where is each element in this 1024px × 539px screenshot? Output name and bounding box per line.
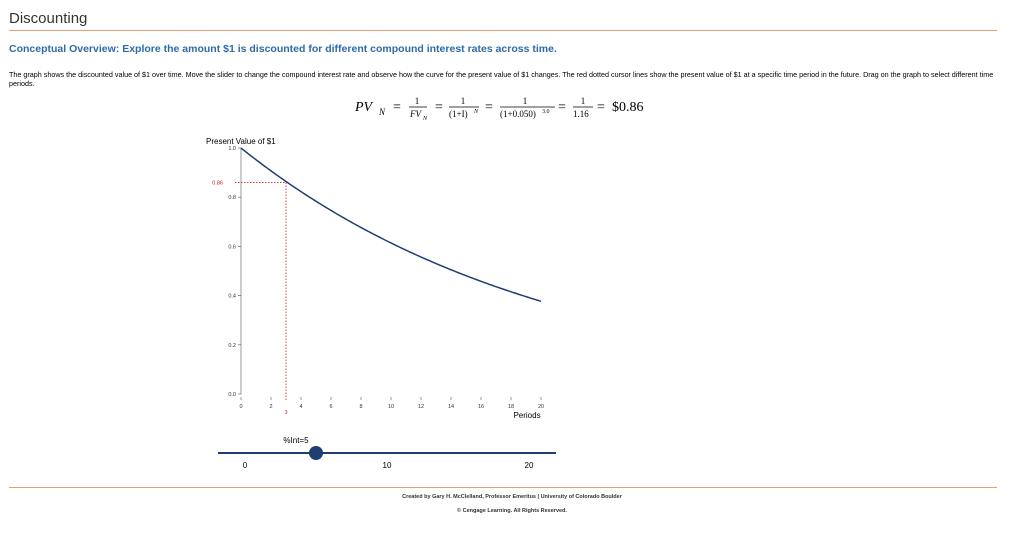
formula-lhs: PV: [355, 100, 374, 115]
curve-point: [330, 210, 331, 211]
formula-den-4: 1.16: [573, 109, 589, 119]
page-title: Discounting: [9, 10, 88, 27]
curve-point: [240, 147, 241, 148]
y-tick-label: 0.4: [228, 294, 236, 300]
formula-num-4: 1: [581, 96, 586, 106]
curve-point: [390, 242, 391, 243]
footer-copyright: © Cengage Learning. All Rights Reserved.: [457, 508, 567, 514]
formula-num-2: 1: [461, 96, 466, 106]
formula-num-1: 1: [415, 96, 420, 106]
present-value-formula: PV N = 1 FV N = 1 (1+I) N = 1 (1+0.050) …: [355, 96, 644, 122]
curve-point: [510, 291, 511, 292]
y-tick-label: 0.8: [228, 195, 236, 201]
formula-den-2-sup: N: [473, 109, 479, 115]
footer-credit: Created by Gary H. McClelland, Professor…: [402, 494, 622, 500]
x-tick-label: 10: [388, 404, 394, 410]
formula-den-3-sup: 3.0: [542, 109, 550, 115]
slider-thumb[interactable]: [309, 446, 323, 460]
curve-point: [525, 296, 526, 297]
x-tick-label: 20: [538, 404, 544, 410]
curve-point: [285, 181, 286, 182]
curve-point: [465, 275, 466, 276]
x-tick-label: 14: [448, 404, 454, 410]
slider-tick-label: 20: [525, 461, 534, 470]
header-divider: [9, 30, 997, 31]
formula-den-1: FV: [409, 109, 422, 119]
y-tick-label: 0.6: [228, 244, 236, 250]
formula-result: $0.86: [612, 100, 644, 115]
x-axis-label: Periods: [513, 411, 540, 420]
x-tick-label: 16: [478, 404, 484, 410]
present-value-curve: [240, 147, 542, 303]
x-axis: 0 2 4 6 8 10 12 14 16 18 20: [239, 397, 544, 410]
y-axis-label: Present Value of $1: [206, 137, 276, 146]
curve-point: [255, 159, 256, 160]
formula-eq-1: =: [393, 100, 401, 115]
curve-point: [270, 170, 271, 171]
curve-point: [450, 269, 451, 270]
formula-eq-2: =: [435, 100, 443, 115]
formula-den-2: (1+I): [449, 109, 468, 119]
x-tick-label: 2: [269, 404, 272, 410]
formula-eq-4: =: [558, 100, 566, 115]
slider-tick-label: 10: [383, 461, 392, 470]
slider-tick-label: 0: [243, 461, 248, 470]
x-tick-label: 4: [299, 404, 302, 410]
cursor-x-label: 3: [284, 410, 287, 416]
x-tick-label: 6: [329, 404, 332, 410]
slider-label: %Int=5: [283, 436, 309, 445]
formula-den-3: (1+0.050): [500, 109, 536, 119]
page-description: The graph shows the discounted value of …: [9, 70, 994, 88]
x-tick-label: 0: [239, 404, 242, 410]
formula-lhs-sub: N: [378, 107, 386, 117]
formula-den-1-sub: N: [422, 116, 428, 122]
formula-num-3: 1: [523, 96, 528, 106]
slider-ticks: 0 10 20: [243, 461, 534, 470]
page-subtitle: Conceptual Overview: Explore the amount …: [9, 43, 557, 55]
formula-eq-3: =: [485, 100, 493, 115]
cursor-y-label: 0.86: [212, 180, 223, 186]
curve-point: [420, 256, 421, 257]
curve-point: [540, 301, 541, 302]
series-group: [240, 147, 542, 303]
cursor-group[interactable]: 0.86 3: [212, 180, 287, 416]
curve-point: [345, 218, 346, 219]
curve-point: [435, 263, 436, 264]
curve-point: [315, 201, 316, 202]
y-tick-label: 0.0: [228, 392, 236, 398]
curve-point: [375, 235, 376, 236]
x-tick-label: 12: [418, 404, 424, 410]
y-tick-label: 0.2: [228, 343, 236, 349]
y-tick-label: 1.0: [228, 146, 236, 152]
curve-point: [405, 249, 406, 250]
x-tick-label: 8: [359, 404, 362, 410]
curve-point: [480, 281, 481, 282]
interest-rate-slider[interactable]: %Int=5 0 10 20: [218, 436, 556, 470]
x-tick-label: 18: [508, 404, 514, 410]
footer-divider: [9, 487, 997, 488]
curve-point: [360, 227, 361, 228]
curve-point: [495, 286, 496, 287]
curve-point: [300, 191, 301, 192]
y-axis: 0.0 0.2 0.4 0.6 0.8 1.0: [228, 146, 242, 398]
formula-eq-5: =: [597, 100, 605, 115]
